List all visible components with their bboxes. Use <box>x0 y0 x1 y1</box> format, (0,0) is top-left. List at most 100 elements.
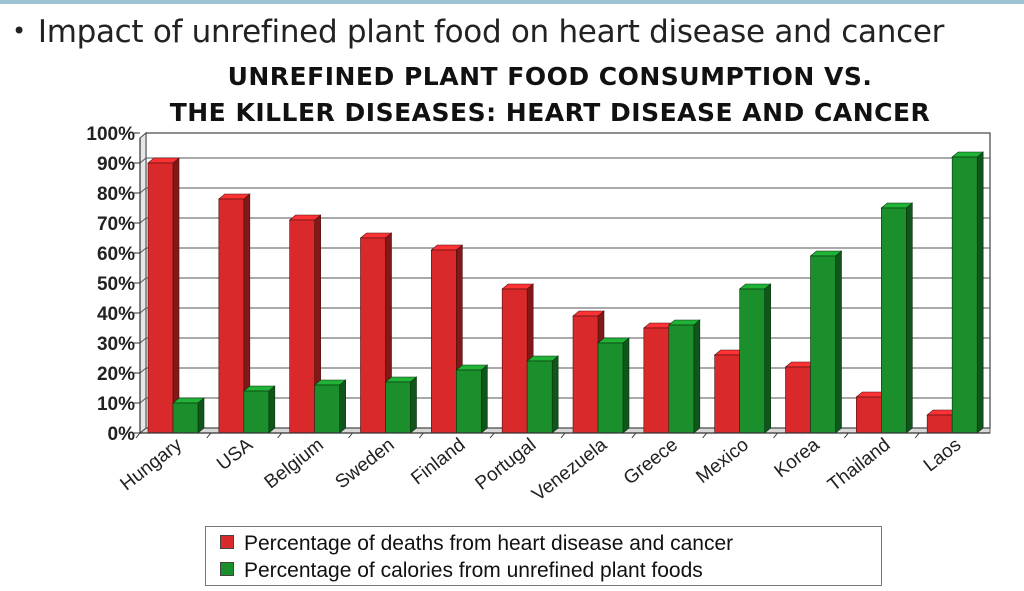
bar-top-deaths <box>572 310 605 317</box>
bar-deaths-greece <box>643 327 670 434</box>
x-tick-label-mexico: Mexico <box>692 434 752 488</box>
bar-top-calories <box>172 397 205 404</box>
bar-top-deaths <box>430 244 464 251</box>
bar-calories-laos <box>951 156 978 434</box>
x-tick-mark <box>631 432 637 439</box>
y-tick-label: 50% <box>97 274 135 295</box>
x-tick-label-thailand: Thailand <box>824 434 894 495</box>
bar-deaths-belgium <box>289 219 315 434</box>
x-tick-label-usa: USA <box>213 434 257 475</box>
legend-swatch-calories <box>220 562 234 576</box>
y-tick-label: 60% <box>97 244 135 265</box>
bar-top-deaths <box>147 157 180 164</box>
bar-deaths-laos <box>926 414 953 434</box>
bar-deaths-venezuela <box>572 315 599 434</box>
x-tick-mark <box>277 432 283 439</box>
bar-side-calories <box>551 355 559 434</box>
slide-bullet: • Impact of unrefined plant food on heart… <box>12 14 944 50</box>
bar-side-calories <box>835 250 842 434</box>
bar-side-calories <box>481 364 488 434</box>
x-tick-label-korea: Korea <box>771 434 824 482</box>
y-tick-label: 70% <box>97 214 135 235</box>
x-tick-label-venezuela: Venezuela <box>528 434 611 505</box>
bar-top-deaths <box>501 283 534 290</box>
chart-legend: Percentage of deaths from heart disease … <box>205 526 882 586</box>
x-tick-label-belgium: Belgium <box>261 434 328 493</box>
legend-swatch-deaths <box>220 535 234 549</box>
bar-calories-usa <box>243 390 270 434</box>
gridline-side <box>139 217 147 224</box>
bar-deaths-sweden <box>360 237 386 434</box>
y-tick-label: 0% <box>108 424 136 445</box>
gridline-side <box>139 187 147 194</box>
x-tick-mark <box>135 432 141 439</box>
bar-side-calories <box>693 319 701 434</box>
bar-top-deaths <box>218 193 251 200</box>
bar-top-calories <box>738 283 772 290</box>
bar-top-calories <box>384 376 418 383</box>
bullet-dot: • <box>12 17 26 45</box>
bar-side-calories <box>268 385 276 434</box>
bar-calories-venezuela <box>597 342 624 434</box>
x-tick-label-portugal: Portugal <box>472 434 541 494</box>
bar-calories-mexico <box>739 288 765 434</box>
bar-side-calories <box>976 151 984 434</box>
bar-side-calories <box>339 379 346 434</box>
x-tick-mark <box>348 432 353 439</box>
bar-deaths-korea <box>785 366 811 434</box>
legend-label-calories: Percentage of calories from unrefined pl… <box>244 559 703 582</box>
gridline-side <box>139 397 147 404</box>
legend-item-deaths: Percentage of deaths from heart disease … <box>220 532 733 556</box>
bar-side-calories <box>906 202 913 434</box>
y-tick-label: 90% <box>97 154 135 175</box>
gridline-side <box>139 277 147 284</box>
chart-title-line2: THE KILLER DISEASES: HEART DISEASE AND C… <box>169 98 931 127</box>
bar-top-calories <box>809 250 843 257</box>
bar-top-deaths <box>288 214 322 221</box>
x-tick-mark <box>843 432 849 439</box>
bullet-text: Impact of unrefined plant food on heart … <box>37 14 945 50</box>
bar-chart: 0%10%20%30%40%50%60%70%80%90%100%Hungary… <box>86 124 991 506</box>
bar-calories-greece <box>668 324 695 434</box>
x-tick-mark <box>702 432 708 439</box>
bar-deaths-finland <box>431 249 457 434</box>
chart-title-line1: UNREFINED PLANT FOOD CONSUMPTION VS. <box>227 62 873 91</box>
bar-calories-hungary <box>172 402 199 434</box>
plot-area <box>145 132 991 429</box>
bar-top-calories <box>668 319 701 326</box>
bar-top-calories <box>313 379 347 386</box>
gridline-side <box>139 157 147 164</box>
bar-calories-belgium <box>314 384 340 434</box>
bar-top-calories <box>243 385 276 392</box>
top-rule <box>0 0 1024 4</box>
bar-deaths-hungary <box>147 162 174 434</box>
legend-item-calories: Percentage of calories from unrefined pl… <box>220 559 703 583</box>
x-tick-label-sweden: Sweden <box>332 434 399 493</box>
bar-calories-thailand <box>881 207 907 434</box>
bar-deaths-portugal <box>501 288 528 434</box>
y-tick-label: 40% <box>97 304 135 325</box>
bar-calories-finland <box>456 369 482 434</box>
bar-calories-korea <box>810 255 836 434</box>
x-tick-mark <box>206 432 212 439</box>
bar-top-deaths <box>359 232 393 239</box>
x-tick-mark <box>773 432 778 439</box>
gridline-side <box>139 307 147 314</box>
bar-deaths-mexico <box>714 354 740 434</box>
bar-top-calories <box>951 151 984 158</box>
bar-top-calories <box>526 355 559 362</box>
bar-deaths-usa <box>218 198 245 434</box>
bar-calories-sweden <box>385 381 411 434</box>
x-tick-mark <box>914 432 920 439</box>
bar-side-deaths <box>172 157 180 434</box>
bar-deaths-thailand <box>856 396 882 434</box>
legend-label-deaths: Percentage of deaths from heart disease … <box>244 532 734 555</box>
bar-side-calories <box>197 397 205 434</box>
x-tick-label-finland: Finland <box>407 434 469 489</box>
gridline-side <box>139 337 147 344</box>
y-tick-label: 20% <box>97 364 135 385</box>
x-tick-mark <box>418 432 424 439</box>
bar-side-calories <box>622 337 630 434</box>
bar-top-calories <box>880 202 914 209</box>
x-tick-mark <box>489 432 495 439</box>
